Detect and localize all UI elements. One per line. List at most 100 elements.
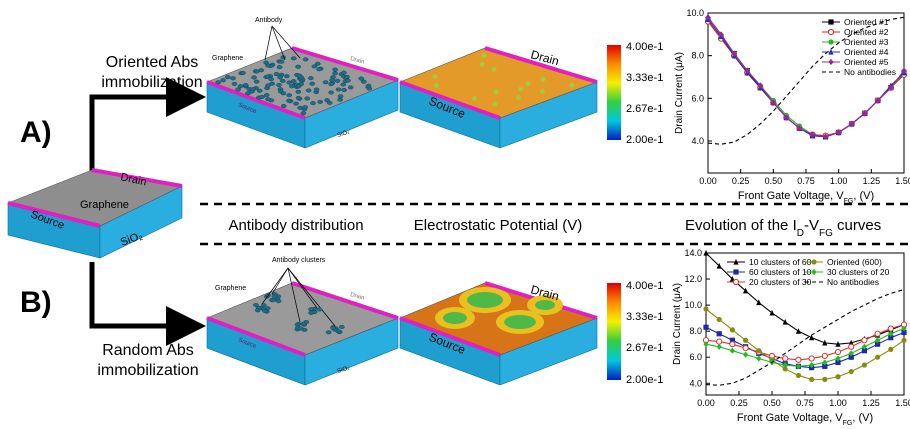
legend-label: Oriented (600) bbox=[827, 257, 882, 267]
potential-spot bbox=[491, 66, 497, 72]
x-tick-label: 0.50 bbox=[763, 398, 781, 408]
antibody bbox=[268, 77, 274, 82]
series-line bbox=[705, 324, 905, 361]
pointer bbox=[287, 267, 301, 323]
antibody bbox=[275, 299, 282, 304]
drain-contact bbox=[484, 46, 598, 84]
antibody bbox=[273, 72, 280, 77]
antibody bbox=[254, 308, 261, 313]
potential-spot bbox=[481, 53, 487, 59]
marker bbox=[782, 318, 788, 325]
antibody bbox=[240, 70, 246, 75]
colorbar-label: 2.00e-1 bbox=[626, 374, 663, 386]
antibody bbox=[332, 67, 338, 72]
marker bbox=[744, 67, 750, 74]
x-tick-label: 1.00 bbox=[829, 398, 847, 408]
device-label: Drain bbox=[349, 56, 364, 66]
x-tick-label: 0.25 bbox=[730, 398, 748, 408]
marker bbox=[901, 325, 907, 332]
colorbar-label: 4.00e-1 bbox=[626, 280, 663, 292]
column-heading: Electrostatic Potential (V) bbox=[414, 217, 582, 234]
antibody bbox=[296, 73, 303, 78]
marker bbox=[901, 329, 907, 336]
series-line bbox=[705, 326, 905, 369]
colorbar-label: 2.67e-1 bbox=[626, 342, 663, 354]
potential-spot bbox=[472, 96, 478, 102]
antibody bbox=[316, 307, 323, 312]
marker bbox=[822, 363, 828, 369]
antibody bbox=[328, 90, 334, 95]
potential-region bbox=[535, 300, 555, 310]
antibody bbox=[279, 78, 286, 83]
antibody bbox=[305, 88, 312, 93]
antibody bbox=[302, 105, 308, 110]
antibody bbox=[330, 75, 336, 80]
potential-spot bbox=[540, 76, 546, 82]
marker bbox=[887, 325, 894, 332]
route-label: Random Abs bbox=[102, 342, 194, 359]
legend-label: Oriented #3 bbox=[844, 37, 889, 47]
antibody bbox=[313, 87, 320, 92]
antibody bbox=[290, 56, 297, 61]
colorbar bbox=[607, 283, 621, 380]
heading-run: curves bbox=[833, 217, 881, 234]
antibody bbox=[344, 74, 350, 79]
device-label: Graphene bbox=[215, 285, 246, 292]
potential-region bbox=[443, 312, 467, 324]
x-tick-label: 1.50 bbox=[895, 176, 910, 186]
device-label: Graphene bbox=[80, 199, 129, 211]
legend-marker bbox=[828, 48, 834, 55]
potential-spot bbox=[432, 74, 438, 80]
pointer bbox=[287, 267, 318, 309]
antibody bbox=[253, 79, 260, 84]
antibody bbox=[308, 310, 314, 315]
marker bbox=[874, 330, 881, 337]
potential-region bbox=[467, 292, 503, 308]
marker bbox=[782, 361, 788, 369]
marker bbox=[848, 343, 855, 350]
y-axis-label: Drain Current (μA) bbox=[674, 52, 685, 134]
marker bbox=[795, 328, 801, 334]
marker bbox=[796, 125, 803, 132]
antibody bbox=[335, 87, 342, 92]
antibody bbox=[286, 93, 293, 98]
pointer bbox=[271, 267, 289, 295]
antibody bbox=[314, 61, 321, 66]
x-tick-label: 0.00 bbox=[699, 176, 717, 186]
marker bbox=[836, 129, 842, 136]
source-contact bbox=[206, 80, 306, 120]
antibody bbox=[317, 99, 324, 104]
antibody bbox=[235, 87, 241, 92]
potential-spot bbox=[515, 95, 521, 101]
y-tick-label: 4.0 bbox=[691, 136, 704, 146]
x-tick-label: 1.25 bbox=[862, 398, 880, 408]
device-label: Drain bbox=[119, 171, 147, 188]
pointer bbox=[287, 267, 336, 327]
source-contact bbox=[206, 316, 306, 357]
legend-marker bbox=[828, 58, 834, 66]
legend-label: 30 clusters of 20 bbox=[827, 267, 890, 277]
antibody bbox=[334, 78, 341, 83]
y-tick-label: 10.0 bbox=[686, 8, 704, 18]
x-axis-label: Front Gate Voltage, VFG, (V) bbox=[738, 190, 874, 205]
antibody bbox=[326, 100, 333, 105]
marker bbox=[888, 335, 894, 341]
potential-spot bbox=[492, 101, 498, 107]
x-tick-label: 1.50 bbox=[895, 398, 910, 408]
marker bbox=[862, 110, 868, 117]
plot-frame bbox=[705, 252, 905, 396]
antibody bbox=[289, 84, 295, 89]
marker bbox=[703, 341, 709, 348]
antibody bbox=[284, 74, 290, 79]
legend-marker bbox=[733, 258, 739, 265]
marker bbox=[821, 352, 828, 360]
marker bbox=[835, 359, 841, 366]
x-tick-label: 0.25 bbox=[732, 176, 750, 186]
legend-label: 10 clusters of 60 bbox=[749, 257, 812, 267]
heading-run: Evolution of the I bbox=[685, 217, 797, 234]
source-contact bbox=[7, 201, 101, 228]
antibody bbox=[316, 67, 322, 72]
device-label: SiO₂ bbox=[337, 129, 351, 139]
marker bbox=[782, 355, 789, 362]
antibody bbox=[295, 89, 302, 94]
